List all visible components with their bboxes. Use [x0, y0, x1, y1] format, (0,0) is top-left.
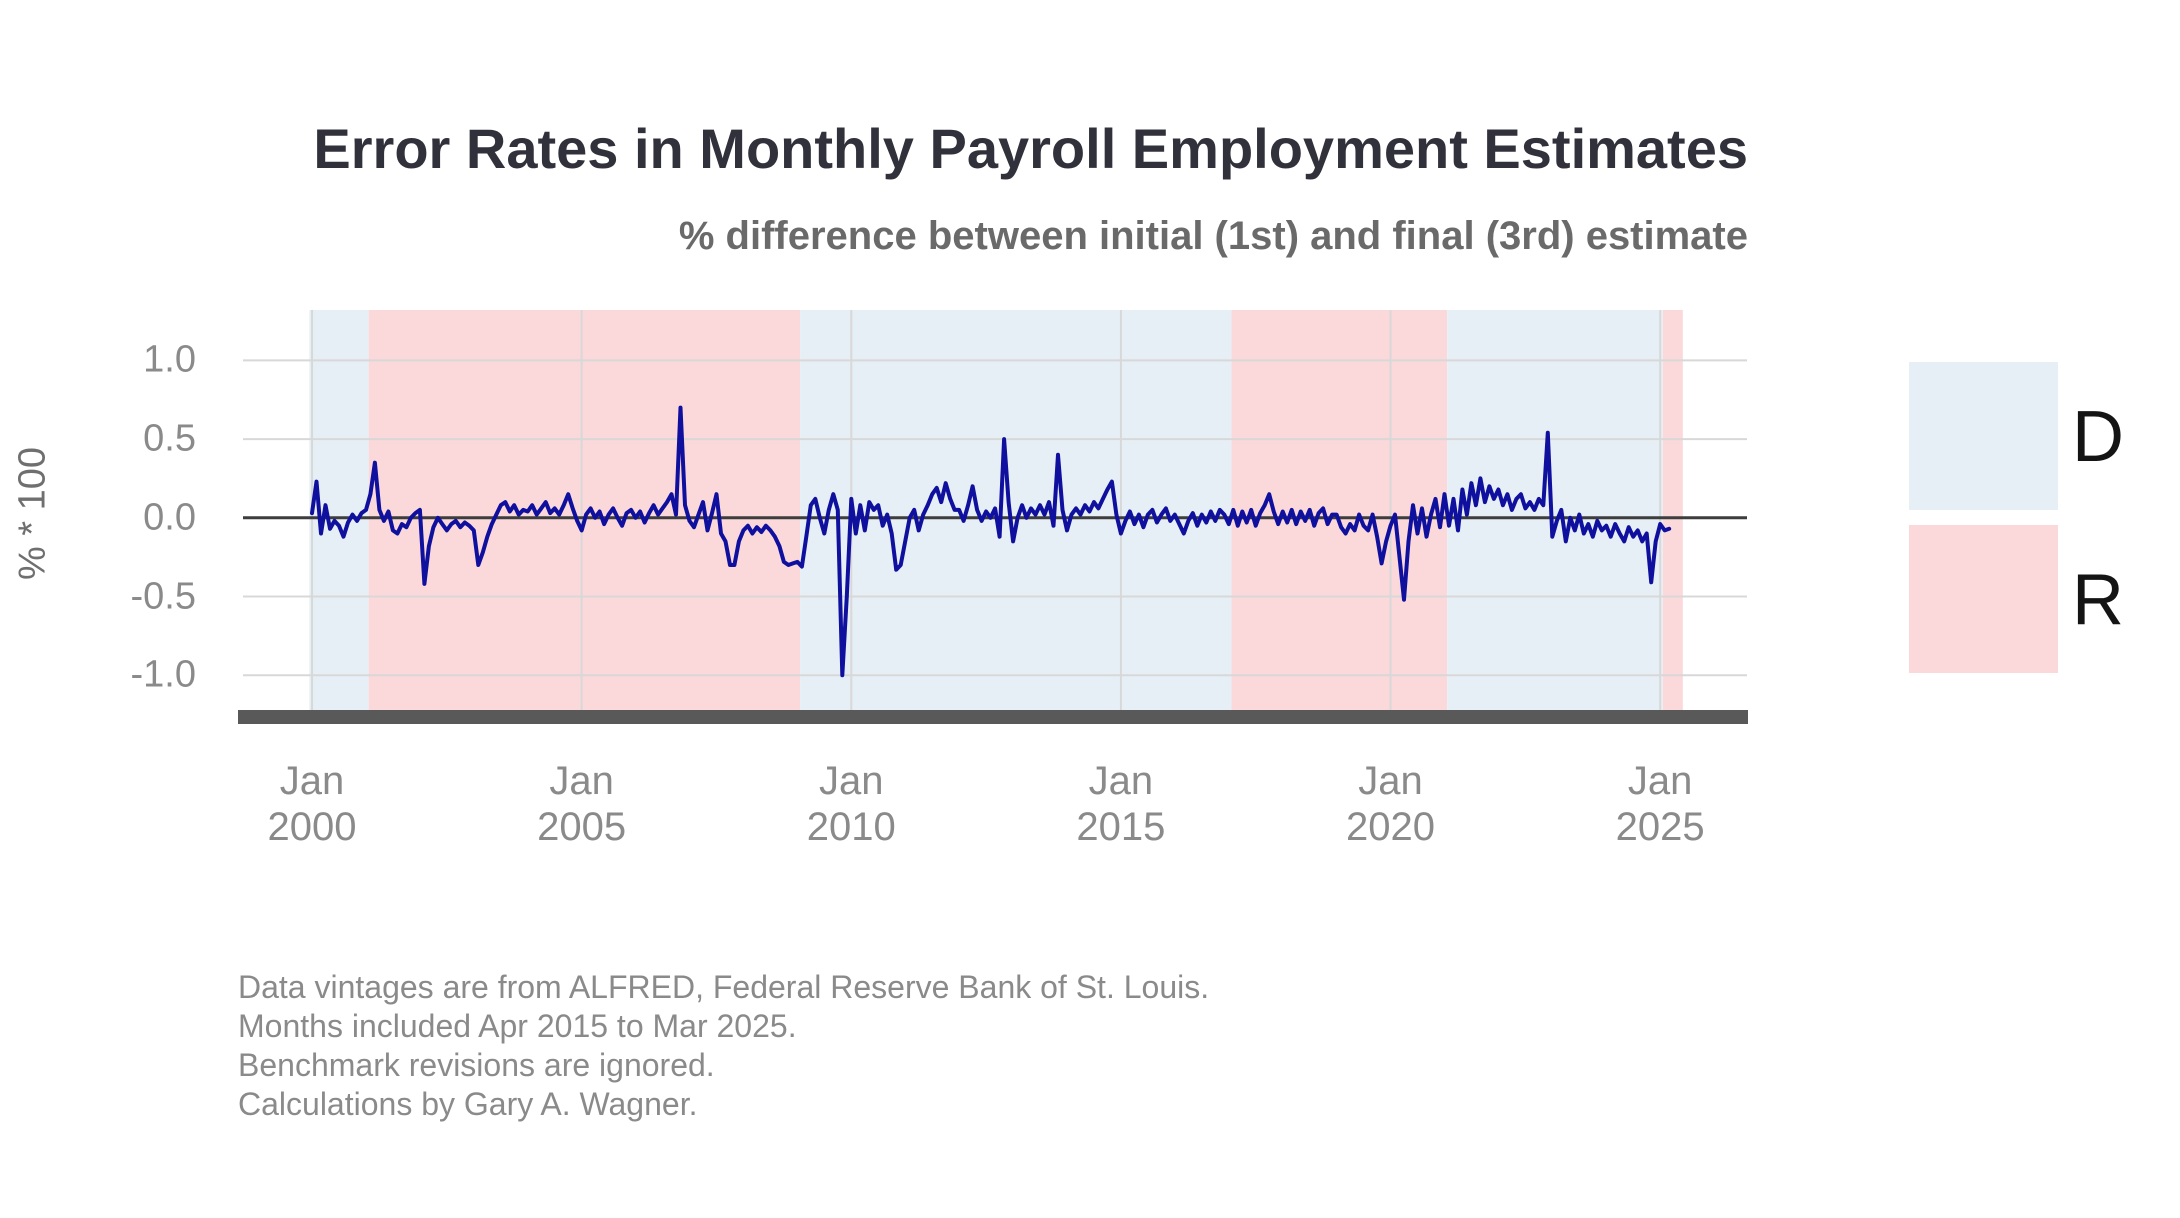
- y-tick-label: 0.5: [143, 417, 196, 460]
- plot-panel: [243, 310, 1747, 713]
- x-tick-label: Jan 2025: [1615, 759, 1705, 849]
- y-tick-label: 1.0: [143, 338, 196, 381]
- caption-line: Months included Apr 2015 to Mar 2025.: [238, 1008, 797, 1044]
- party-band-R: [368, 310, 801, 713]
- legend-swatch-republican: [1909, 525, 2058, 673]
- x-axis-bar: [238, 710, 1748, 724]
- legend-label-democrat: D: [2072, 397, 2124, 477]
- party-band-D: [800, 310, 1232, 713]
- x-tick-label: Jan 2005: [537, 759, 627, 849]
- chart-subtitle: % difference between initial (1st) and f…: [678, 214, 1748, 258]
- legend-label-republican: R: [2072, 560, 2124, 640]
- data-line: [310, 405, 1672, 678]
- y-tick-label: -1.0: [130, 653, 196, 696]
- caption-line: Calculations by Gary A. Wagner.: [238, 1086, 698, 1122]
- chart-svg: [243, 310, 1747, 713]
- x-tick-label: Jan 2000: [267, 759, 357, 849]
- y-tick-label: -0.5: [130, 575, 196, 617]
- party-band-D: [1447, 310, 1663, 713]
- x-tick-label: Jan 2010: [806, 759, 896, 849]
- chart-caption: Data vintages are from ALFRED, Federal R…: [238, 968, 1209, 1124]
- party-band-R: [1662, 310, 1683, 713]
- caption-line: Benchmark revisions are ignored.: [238, 1047, 715, 1083]
- x-tick-label: Jan 2020: [1346, 759, 1436, 849]
- x-tick-label: Jan 2015: [1076, 759, 1166, 849]
- legend-swatch-democrat: [1909, 362, 2058, 510]
- y-tick-label: 0.0: [143, 496, 196, 539]
- caption-line: Data vintages are from ALFRED, Federal R…: [238, 969, 1210, 1005]
- chart-title: Error Rates in Monthly Payroll Employmen…: [313, 117, 1748, 180]
